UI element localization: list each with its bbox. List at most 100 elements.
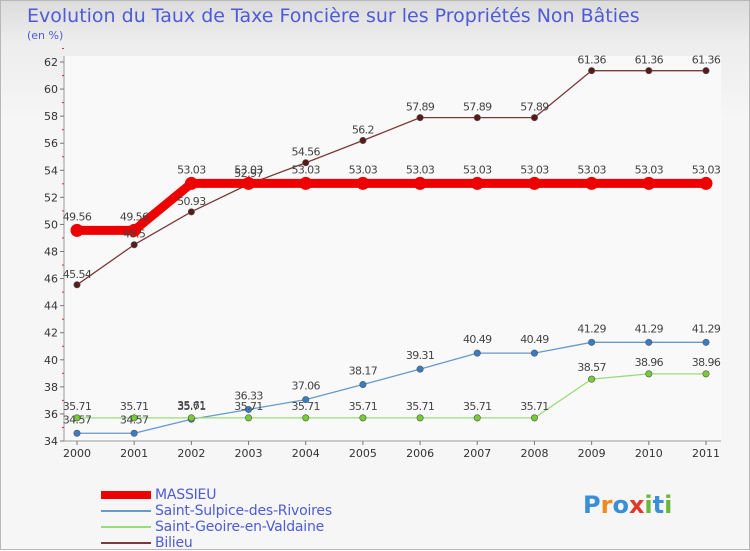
data-point xyxy=(356,176,370,190)
legend-swatch xyxy=(101,510,151,512)
data-label: 38.57 xyxy=(577,361,606,374)
chart-title: Evolution du Taux de Taxe Foncière sur l… xyxy=(27,5,640,27)
series-line xyxy=(76,341,707,434)
logo-letter: i xyxy=(664,491,673,519)
data-point xyxy=(302,414,310,422)
data-label: 35.71 xyxy=(349,400,378,413)
data-point xyxy=(73,429,81,437)
data-label: 53.03 xyxy=(692,163,721,176)
data-point xyxy=(187,208,195,216)
data-label: 53.03 xyxy=(635,163,664,176)
data-point xyxy=(470,176,484,190)
data-point xyxy=(359,414,367,422)
data-label: 35.71 xyxy=(120,400,149,413)
legend-swatch xyxy=(101,491,151,499)
data-label: 40.49 xyxy=(463,333,492,346)
data-point xyxy=(588,67,596,75)
data-point xyxy=(588,338,596,346)
data-point xyxy=(530,414,538,422)
data-label: 35.71 xyxy=(63,400,92,413)
data-point xyxy=(416,414,424,422)
y-tick-label: 52 xyxy=(44,191,58,204)
data-label: 34.57 xyxy=(63,413,92,426)
data-label: 45.54 xyxy=(63,268,92,281)
data-point xyxy=(413,176,427,190)
data-point xyxy=(130,429,138,437)
y-tick-label: 46 xyxy=(44,273,58,286)
data-point xyxy=(530,349,538,357)
data-point xyxy=(702,370,710,378)
data-label: 34.57 xyxy=(120,413,149,426)
data-label: 53.03 xyxy=(291,163,320,176)
data-label: 48.5 xyxy=(123,228,146,241)
logo-letter: r xyxy=(600,491,613,519)
data-point xyxy=(473,349,481,357)
data-label: 36.33 xyxy=(234,389,263,402)
data-point xyxy=(416,365,424,373)
data-label: 38.17 xyxy=(349,365,378,378)
data-label: 35.71 xyxy=(463,400,492,413)
data-label: 50.93 xyxy=(177,195,206,208)
logo-letter: i xyxy=(644,491,653,519)
chart-subtitle: (en %) xyxy=(27,29,64,42)
data-label: 38.96 xyxy=(635,356,664,369)
data-label: 61.36 xyxy=(692,54,721,67)
data-point xyxy=(187,414,195,422)
data-label: 41.29 xyxy=(635,322,664,335)
data-label: 52.97 xyxy=(234,167,263,180)
data-label: 35.61 xyxy=(177,399,206,412)
legend-label: Saint-Geoire-en-Valdaine xyxy=(155,519,325,535)
data-point xyxy=(588,375,596,383)
data-label: 35.71 xyxy=(291,400,320,413)
data-point xyxy=(70,223,84,237)
data-label: 49.56 xyxy=(120,210,149,223)
proxiti-logo: Proxiti xyxy=(583,491,672,519)
logo-letter: o xyxy=(612,491,629,519)
data-label: 40.49 xyxy=(520,333,549,346)
legend-label: MASSIEU xyxy=(155,487,217,503)
data-label: 53.03 xyxy=(406,163,435,176)
logo-letter: x xyxy=(628,491,645,519)
data-label: 35.71 xyxy=(406,400,435,413)
data-label: 35.71 xyxy=(234,400,263,413)
x-tick-label: 2000 xyxy=(63,447,91,460)
data-label: 41.29 xyxy=(577,322,606,335)
y-tick-label: 38 xyxy=(44,381,58,394)
data-label: 38.96 xyxy=(692,356,721,369)
y-tick-label: 34 xyxy=(44,435,58,448)
data-label: 53.03 xyxy=(577,163,606,176)
data-point xyxy=(527,176,541,190)
series-line xyxy=(76,70,707,286)
data-point xyxy=(702,338,710,346)
data-label: 53.03 xyxy=(349,163,378,176)
y-tick-label: 54 xyxy=(44,164,58,177)
data-point xyxy=(127,223,141,237)
data-label: 53.03 xyxy=(463,163,492,176)
data-label: 53.03 xyxy=(177,163,206,176)
data-point xyxy=(530,114,538,122)
x-tick-label: 2004 xyxy=(292,447,320,460)
data-label: 56.2 xyxy=(352,124,374,137)
logo-letter: P xyxy=(583,491,601,519)
x-tick-label: 2001 xyxy=(120,447,148,460)
x-tick-label: 2007 xyxy=(463,447,491,460)
series-line xyxy=(72,178,711,235)
data-point xyxy=(645,67,653,75)
data-label: 49.56 xyxy=(63,210,92,223)
data-point xyxy=(245,414,253,422)
data-point xyxy=(645,370,653,378)
x-tick-label: 2008 xyxy=(520,447,548,460)
y-tick-label: 36 xyxy=(44,408,58,421)
data-point xyxy=(245,405,253,413)
x-tick-label: 2009 xyxy=(578,447,606,460)
y-tick-label: 40 xyxy=(44,354,58,367)
y-tick-label: 42 xyxy=(44,327,58,340)
data-point xyxy=(645,338,653,346)
x-tick-label: 2005 xyxy=(349,447,377,460)
data-point xyxy=(642,176,656,190)
x-tick-label: 2011 xyxy=(692,447,720,460)
data-point xyxy=(702,67,710,75)
data-point xyxy=(73,281,81,289)
